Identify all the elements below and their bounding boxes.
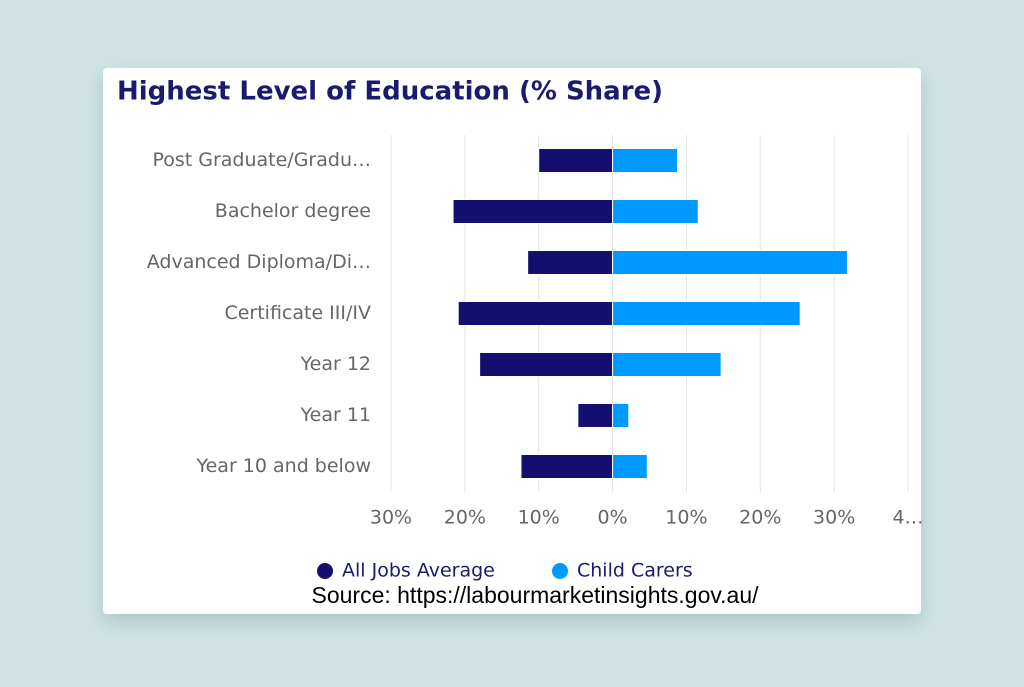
bar <box>527 250 614 275</box>
source: Source: https://labourmarketinsights.gov… <box>311 582 759 608</box>
category-label: Bachelor degree <box>215 200 371 222</box>
x-tick-label: 10% <box>518 507 560 529</box>
category-label: Advanced Diploma/Di… <box>147 251 371 273</box>
x-tick-label: 10% <box>665 507 707 529</box>
x-tick-label: 30% <box>813 507 855 529</box>
bar <box>479 352 614 377</box>
bar <box>520 454 614 479</box>
bar <box>612 352 722 377</box>
category-label: Year 11 <box>300 404 371 426</box>
category-label: Certificate III/IV <box>224 302 371 324</box>
bar <box>452 199 614 224</box>
bar <box>612 454 648 479</box>
chart-title: Highest Level of Education (% Share) <box>117 77 663 107</box>
legend-label: All Jobs Average <box>342 560 495 582</box>
legend-marker <box>552 563 568 579</box>
x-tick-label: 20% <box>444 507 486 529</box>
x-tick-label: 30% <box>370 507 412 529</box>
bar <box>538 148 614 173</box>
bar <box>612 148 679 173</box>
x-tick-label: 20% <box>739 507 781 529</box>
bar <box>612 301 801 326</box>
bar <box>612 250 848 275</box>
bar <box>577 403 614 428</box>
card <box>103 68 921 614</box>
x-tick-label: 4… <box>892 507 923 529</box>
bar <box>457 301 614 326</box>
category-label: Year 12 <box>300 353 371 375</box>
legend-label: Child Carers <box>577 560 693 582</box>
bar <box>612 199 699 224</box>
legend-marker <box>317 563 333 579</box>
category-label: Year 10 and below <box>196 455 371 477</box>
bar <box>612 403 630 428</box>
x-tick-label: 0% <box>597 507 627 529</box>
category-label: Post Graduate/Gradu… <box>152 149 371 171</box>
